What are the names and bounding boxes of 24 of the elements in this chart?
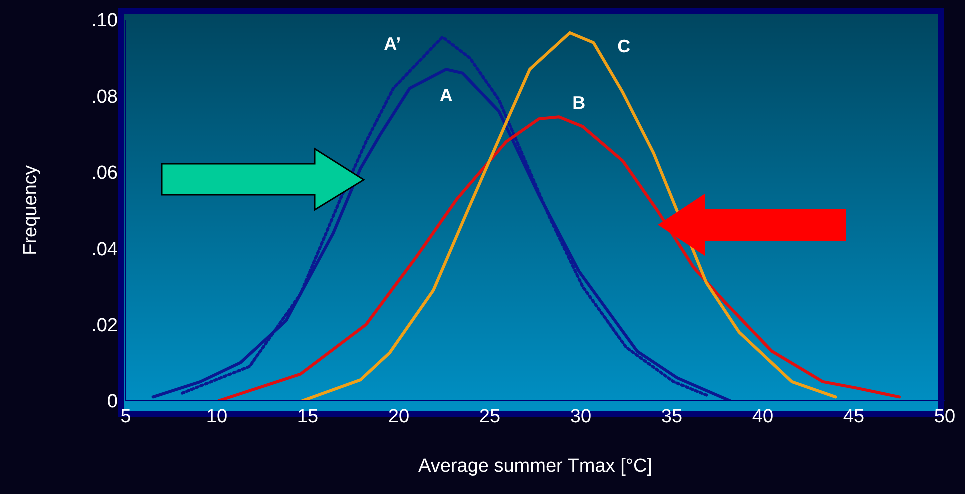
y-tick-label: .10 (92, 10, 118, 32)
y-tick-label: .06 (92, 163, 118, 184)
y-axis-title: Frequency (20, 165, 42, 256)
x-tick-label: 25 (479, 406, 501, 428)
series-label: C (618, 36, 631, 57)
series-label: B (572, 92, 586, 113)
y-tick-label: 0 (107, 392, 118, 413)
line-series (301, 31, 838, 401)
x-tick-label: 30 (570, 406, 592, 428)
line-series (217, 116, 901, 401)
y-tick-label: .08 (92, 86, 118, 108)
y-tick-label: .04 (92, 239, 118, 260)
series-label: A’ (384, 34, 402, 54)
x-tick-label: 20 (388, 406, 410, 428)
x-tick-label: 10 (206, 406, 228, 428)
x-tick-label: 5 (120, 406, 132, 428)
x-tick-label: 40 (752, 406, 774, 428)
x-tick-label: 15 (297, 406, 319, 428)
series-label: A (440, 85, 453, 106)
x-axis-title: Average summer Tmax [°C] (418, 456, 652, 477)
x-tick-label: 35 (661, 406, 683, 428)
y-tick-label: .02 (92, 316, 118, 337)
x-tick-label: 45 (843, 406, 865, 428)
x-tick-label: 50 (934, 406, 956, 428)
